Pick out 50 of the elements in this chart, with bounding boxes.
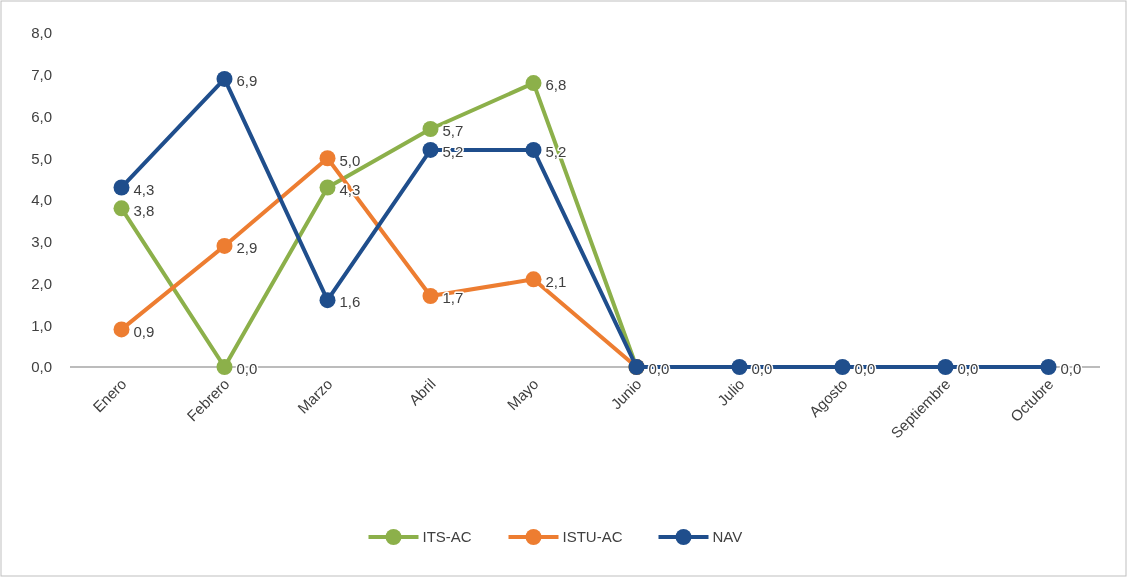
data-label: 2,9 xyxy=(236,239,258,257)
legend-label: ISTU-AC xyxy=(562,528,623,546)
point xyxy=(422,141,439,158)
data-label: 0,0 xyxy=(957,360,979,378)
point xyxy=(834,359,851,375)
data-label: 6,8 xyxy=(545,76,567,94)
data-label: 6,9 xyxy=(236,72,258,90)
point xyxy=(319,179,336,196)
data-label: 5,0 xyxy=(339,151,361,169)
data-label: 2,1 xyxy=(545,272,567,290)
point xyxy=(525,75,542,92)
y-tick-label: 6,0 xyxy=(31,107,52,125)
legend-label: NAV xyxy=(712,528,743,546)
point xyxy=(113,179,130,196)
y-tick-label: 0,0 xyxy=(31,358,52,376)
point xyxy=(319,150,336,167)
legend-label: ITS-AC xyxy=(422,528,472,546)
point xyxy=(216,237,233,254)
point xyxy=(422,288,439,305)
data-label: 4,3 xyxy=(133,180,155,198)
y-tick-label: 7,0 xyxy=(31,66,52,83)
point xyxy=(113,321,130,338)
data-label: 0,0 xyxy=(751,360,773,378)
data-label: 1,6 xyxy=(339,293,361,311)
y-tick-label: 5,0 xyxy=(31,149,52,167)
point xyxy=(319,292,336,309)
data-label: 0,9 xyxy=(133,322,155,340)
data-label: 5,2 xyxy=(442,143,464,161)
point xyxy=(1040,359,1057,375)
point xyxy=(422,121,439,138)
data-label: 0,0 xyxy=(1060,360,1082,378)
y-tick-label: 2,0 xyxy=(31,274,52,292)
data-label: 0,0 xyxy=(648,360,670,378)
point xyxy=(731,359,748,375)
y-tick-label: 4,0 xyxy=(31,191,52,209)
point xyxy=(216,70,233,87)
point xyxy=(525,141,542,158)
y-tick-label: 1,0 xyxy=(31,316,52,334)
point xyxy=(525,271,542,288)
point xyxy=(216,359,233,375)
data-label: 3,8 xyxy=(133,201,155,219)
point xyxy=(937,359,954,375)
data-label: 0,0 xyxy=(236,360,258,378)
x-tick-label: Julio xyxy=(713,375,748,409)
data-label: 1,7 xyxy=(442,289,464,307)
point xyxy=(113,200,130,217)
data-label: 5,7 xyxy=(442,122,464,140)
y-tick-label: 3,0 xyxy=(31,233,52,250)
y-tick-label: 8,0 xyxy=(31,24,52,42)
data-label: 0,0 xyxy=(854,360,876,378)
